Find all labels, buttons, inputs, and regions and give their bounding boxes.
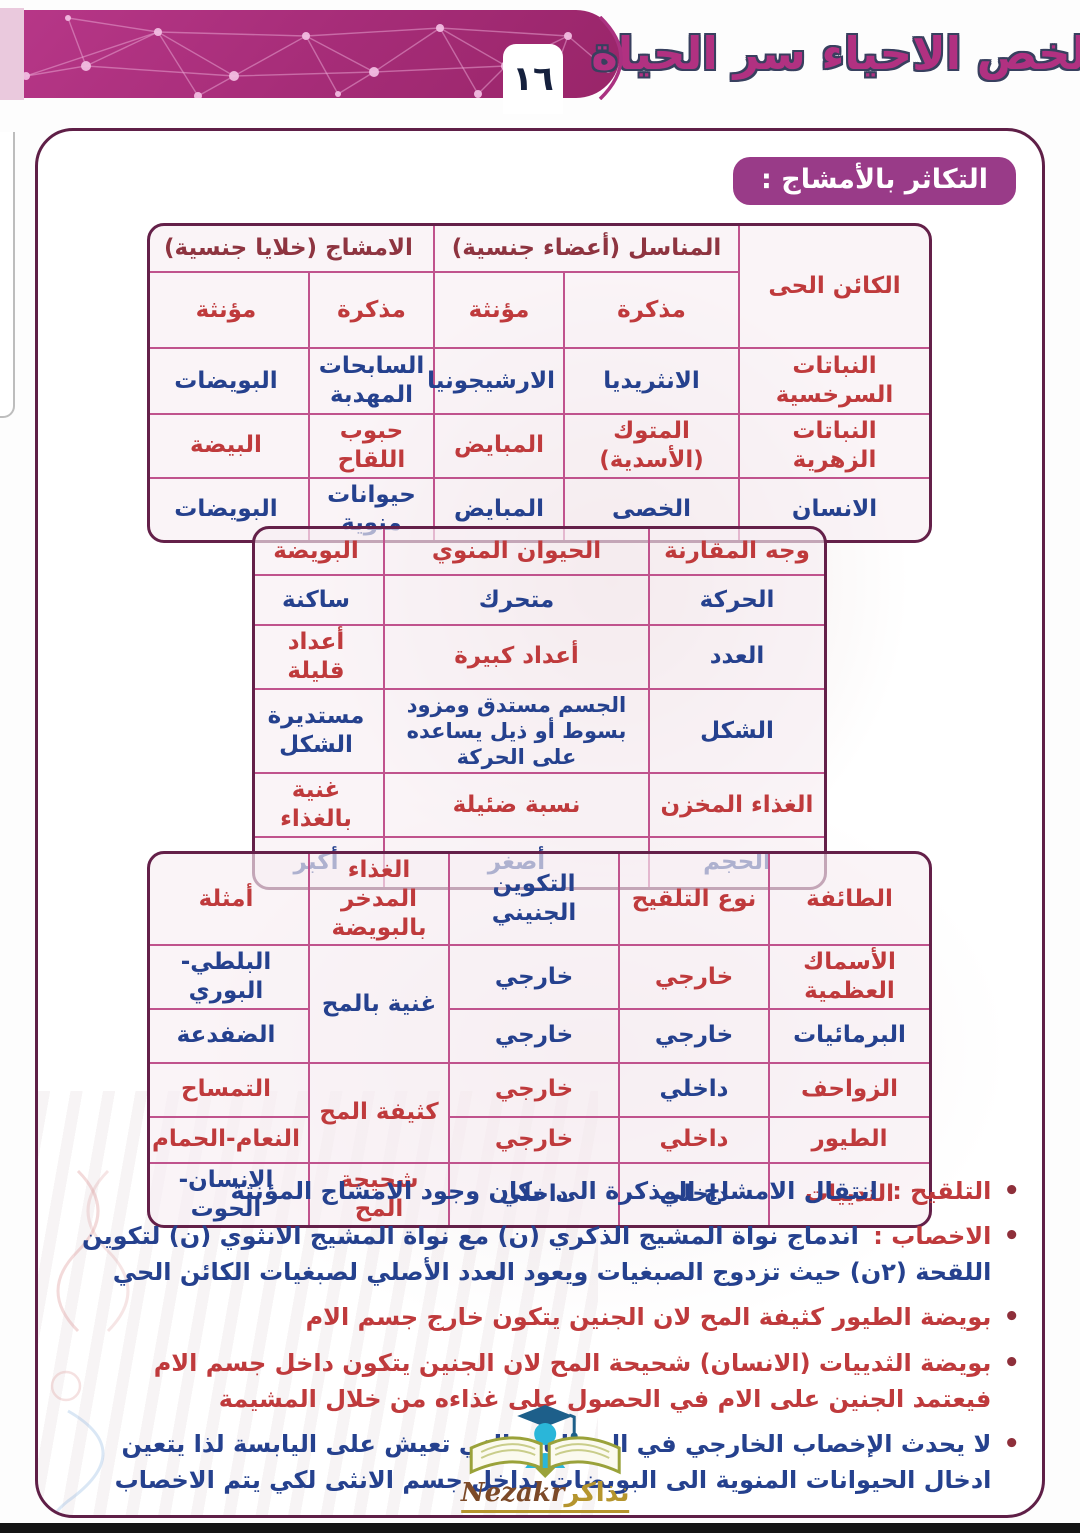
publisher-name-arabic: نذاكر: [564, 1478, 630, 1508]
note-text-wrap: الاخصاب : اندماج نواة المشيج الذكري (ن) …: [72, 1218, 991, 1290]
table-cell: كثيفة المح: [308, 1061, 450, 1164]
bullet-icon: •: [1003, 1176, 1020, 1206]
table-cell: البويضات: [150, 476, 310, 540]
table-cell: الشكل: [648, 687, 824, 775]
table-cell: أعداد كبيرة: [383, 624, 650, 690]
note-text-wrap: بويضة الطيور كثيفة المح لان الجنين يتكون…: [306, 1299, 992, 1335]
t1-subheader-male: مذكرة: [307, 271, 435, 349]
table-cell: مستديرة الشكل: [255, 687, 385, 775]
table-cell: النعام-الحمام: [150, 1115, 310, 1164]
t3-header-fertilization: نوع التلقيح: [618, 854, 770, 947]
table-cell: الانسان-الحوت: [150, 1161, 310, 1226]
t1-header-organism: الكائن الحى: [738, 226, 929, 349]
note-text: اندماج نواة المشيج الذكري (ن) مع نواة ال…: [82, 1222, 992, 1287]
note-label: التلقيح :: [892, 1177, 992, 1205]
t2-header-aspect: وجه المقارنة: [648, 529, 824, 576]
note-label: الاخصاب :: [873, 1222, 992, 1251]
page-edge-artifact: [0, 132, 15, 418]
t3-header-examples: أمثلة: [150, 854, 310, 947]
bullet-icon: •: [1003, 1221, 1020, 1252]
table-cell: داخلي: [618, 1061, 770, 1118]
table-cell: نسبة ضئيلة: [383, 772, 650, 838]
table-cell: التمساح: [150, 1061, 310, 1118]
table-cell: شحيحة المح: [308, 1161, 450, 1226]
t3-header-food: الغذاء المدخر بالبويضة: [308, 854, 450, 947]
note-pollination: • التلقيح : انتقال الامشاج المذكرة الى م…: [72, 1173, 1020, 1209]
t1-subheader-male: مذكرة: [563, 271, 739, 349]
note-mammal-egg: • بويضة الثدييات (الانسان) شحيحة المح لا…: [72, 1345, 1020, 1417]
table-cell: البيضة: [150, 413, 310, 479]
bullet-icon: •: [1003, 1347, 1020, 1378]
note-bird-egg: • بويضة الطيور كثيفة المح لان الجنين يتك…: [72, 1299, 1020, 1335]
bullet-icon: •: [1003, 1428, 1020, 1459]
table-cell: البلطي-البوري: [150, 944, 310, 1010]
table-cell: الارشيجونيا: [427, 347, 566, 415]
table-cell: خارجي: [448, 1007, 620, 1064]
bullet-icon: •: [1003, 1302, 1020, 1333]
table-cell: خارجي: [448, 1061, 620, 1118]
publisher-name: نذاكرNezakr: [460, 1478, 630, 1513]
table-cell: العدد: [648, 624, 824, 690]
t1-header-gonads: المناسل (أعضاء جنسية): [432, 226, 741, 273]
note-text-wrap: التلقيح : انتقال الامشاج المذكرة الى مكا…: [230, 1173, 991, 1209]
table-cell: خارجي: [618, 1007, 770, 1064]
table-cell: داخلي: [618, 1161, 770, 1226]
publisher-logo: نذاكرNezakr: [415, 1404, 675, 1513]
table-cell: الأسماك العظمية: [768, 944, 929, 1010]
table-cell: البويضات: [150, 347, 310, 415]
note-text: بويضة الطيور كثيفة المح لان الجنين يتكون…: [305, 1303, 992, 1332]
t3-header-embryo: التكوين الجنيني: [448, 854, 620, 947]
gametes-table: الكائن الحى المناسل (أعضاء جنسية) الامشا…: [147, 223, 932, 543]
table-cell: خارجي: [448, 1115, 620, 1164]
table-cell: داخلي: [448, 1161, 620, 1226]
table-cell: أعداد قليلة: [255, 624, 385, 690]
t1-subheader-female: مؤنثة: [150, 271, 310, 349]
publisher-name-latin: Nezakr: [460, 1478, 565, 1508]
t1-subheader-female: مؤنثة: [432, 271, 566, 349]
page-number: ١٦: [503, 44, 563, 114]
table-cell: خارجي: [618, 944, 770, 1010]
graduate-book-logo-icon: [469, 1405, 621, 1478]
table-cell: الزواحف: [768, 1061, 929, 1118]
table-cell: الثدييات: [768, 1161, 929, 1226]
page-corner-decoration: [0, 8, 24, 100]
table-cell: النباتات السرخسية: [738, 347, 929, 415]
notes-list: • التلقيح : انتقال الامشاج المذكرة الى م…: [72, 1173, 1020, 1507]
table-cell: المبايض: [432, 413, 566, 479]
table-cell: داخلي: [618, 1115, 770, 1164]
table-cell: الانثريديا: [563, 347, 740, 415]
table-cell: الجسم مستدق ومزود بسوط أو ذيل يساعده على…: [383, 687, 650, 775]
sperm-egg-comparison-table: وجه المقارنة الحيوان المنوي البويضة الحر…: [252, 526, 827, 890]
t3-header-taxon: الطائفة: [768, 854, 929, 947]
table-cell: النباتات الزهرية: [738, 413, 929, 479]
note-text: بويضة الثدييات (الانسان) شحيحة المح لان …: [153, 1348, 992, 1413]
bottom-black-strip: [0, 1523, 1080, 1533]
table-cell: ساكنة: [255, 574, 385, 626]
note-text-wrap: بويضة الثدييات (الانسان) شحيحة المح لان …: [72, 1345, 992, 1417]
fertilization-taxa-table: الطائفة نوع التلقيح التكوين الجنيني الغذ…: [147, 851, 932, 1229]
table-cell: الحركة: [648, 574, 824, 626]
table-cell: المتوك (الأسدية): [563, 413, 740, 479]
t2-header-sperm: الحيوان المنوي: [383, 529, 650, 576]
table-cell: الضفدعة: [150, 1007, 310, 1064]
table-cell: الغذاء المخزن: [648, 772, 824, 838]
t1-header-gametes: الامشاج (خلايا جنسية): [150, 226, 435, 273]
table-cell: الطيور: [768, 1115, 929, 1164]
table-cell: الانسان: [738, 476, 929, 540]
section-badge: التكاثر بالأمشاج :: [733, 157, 1016, 205]
table-cell: غنية بالغذاء: [255, 772, 385, 838]
page-title: ملخص الاحياء سر الحياة: [591, 26, 1080, 80]
note-text: انتقال الامشاج المذكرة الى مكان وجود الا…: [230, 1177, 878, 1205]
table-cell: السابحات المهدبة: [307, 347, 435, 415]
table-cell: غنية بالمح: [308, 944, 450, 1064]
note-fertilization: • الاخصاب : اندماج نواة المشيج الذكري (ن…: [72, 1218, 1020, 1290]
table-cell: حبوب اللقاح: [307, 413, 435, 479]
table-cell: متحرك: [383, 574, 650, 626]
t2-header-egg: البويضة: [255, 529, 385, 576]
table-cell: البرمائيات: [768, 1007, 929, 1064]
title-bracket-decoration: [598, 16, 623, 100]
dna-doodle-decoration: [50, 1169, 130, 1515]
table-cell: خارجي: [448, 944, 620, 1010]
content-box: التكاثر بالأمشاج : الكائن الحى المناسل (…: [35, 128, 1045, 1518]
